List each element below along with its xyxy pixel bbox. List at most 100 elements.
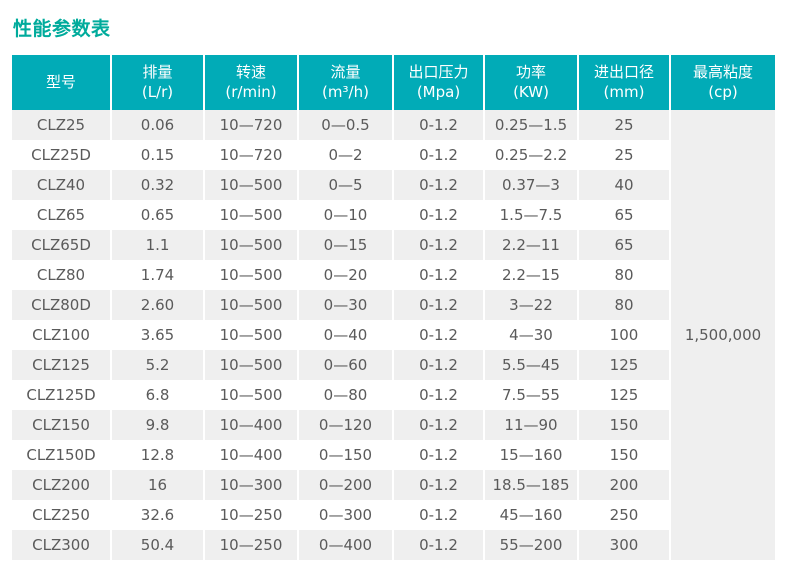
table-body: CLZ25 0.06 10—720 0—0.5 0-1.2 0.25—1.5 25 1,500…	[12, 110, 775, 560]
table-header: 型号 排量 (L/r) 转速 (r/min) 流量 (m³/h) 出口压力 (Mpa) …	[12, 55, 775, 110]
value-cell: 5.5—45	[483, 350, 577, 380]
value-cell: 0-1.2	[392, 380, 483, 410]
value-cell: 25	[577, 140, 669, 170]
value-cell: 0—400	[297, 530, 392, 560]
value-cell: 10—250	[203, 500, 297, 530]
column-label: 排量	[142, 63, 173, 81]
value-cell: 10—720	[203, 140, 297, 170]
value-cell: 15—160	[483, 440, 577, 470]
value-cell: 10—500	[203, 170, 297, 200]
model-cell: CLZ40	[12, 170, 110, 200]
value-cell: 4—30	[483, 320, 577, 350]
table-row: CLZ125 5.2 10—500 0—60 0-1.2 5.5—45 125	[12, 350, 775, 380]
value-cell: 3—22	[483, 290, 577, 320]
column-label: 功率	[515, 63, 546, 81]
column-unit: (Mpa)	[416, 82, 461, 101]
table-row: CLZ65D 1.1 10—500 0—15 0-1.2 2.2—11 65	[12, 230, 775, 260]
value-cell: 1.74	[110, 260, 203, 290]
column-unit: (KW)	[513, 82, 549, 101]
value-cell: 7.5—55	[483, 380, 577, 410]
value-cell: 0—120	[297, 410, 392, 440]
table-row: CLZ300 50.4 10—250 0—400 0-1.2 55—200 300	[12, 530, 775, 560]
value-cell: 100	[577, 320, 669, 350]
value-cell: 0-1.2	[392, 470, 483, 500]
value-cell: 0.65	[110, 200, 203, 230]
value-cell: 0.06	[110, 110, 203, 140]
value-cell: 11—90	[483, 410, 577, 440]
value-cell: 0—10	[297, 200, 392, 230]
model-cell: CLZ65D	[12, 230, 110, 260]
value-cell: 2.2—11	[483, 230, 577, 260]
value-cell: 45—160	[483, 500, 577, 530]
value-cell: 10—400	[203, 440, 297, 470]
model-cell: CLZ65	[12, 200, 110, 230]
value-cell: 3.65	[110, 320, 203, 350]
value-cell: 65	[577, 230, 669, 260]
model-cell: CLZ25D	[12, 140, 110, 170]
value-cell: 0.32	[110, 170, 203, 200]
table-row: CLZ150D 12.8 10—400 0—150 0-1.2 15—160 150	[12, 440, 775, 470]
value-cell: 0—200	[297, 470, 392, 500]
max-viscosity-cell: 1,500,000	[669, 110, 775, 560]
value-cell: 150	[577, 410, 669, 440]
value-cell: 0-1.2	[392, 350, 483, 380]
column-label: 最高粘度	[692, 63, 753, 81]
value-cell: 0—300	[297, 500, 392, 530]
column-label: 转速	[235, 63, 266, 81]
performance-table: 型号 排量 (L/r) 转速 (r/min) 流量 (m³/h) 出口压力 (Mpa) …	[12, 55, 775, 560]
value-cell: 40	[577, 170, 669, 200]
value-cell: 50.4	[110, 530, 203, 560]
column-label: 出口压力	[408, 63, 469, 81]
table-row: CLZ100 3.65 10—500 0—40 0-1.2 4—30 100	[12, 320, 775, 350]
value-cell: 65	[577, 200, 669, 230]
model-cell: CLZ150D	[12, 440, 110, 470]
value-cell: 0—150	[297, 440, 392, 470]
column-header-speed: 转速 (r/min)	[203, 55, 297, 110]
value-cell: 2.2—15	[483, 260, 577, 290]
value-cell: 80	[577, 290, 669, 320]
value-cell: 0-1.2	[392, 440, 483, 470]
value-cell: 0.25—2.2	[483, 140, 577, 170]
value-cell: 16	[110, 470, 203, 500]
value-cell: 10—250	[203, 530, 297, 560]
value-cell: 300	[577, 530, 669, 560]
column-unit: (L/r)	[141, 82, 174, 101]
value-cell: 0—20	[297, 260, 392, 290]
value-cell: 0-1.2	[392, 260, 483, 290]
model-cell: CLZ80D	[12, 290, 110, 320]
value-cell: 10—720	[203, 110, 297, 140]
table-row: CLZ25 0.06 10—720 0—0.5 0-1.2 0.25—1.5 25 1,500…	[12, 110, 775, 560]
value-cell: 18.5—185	[483, 470, 577, 500]
table-row: CLZ200 16 10—300 0—200 0-1.2 18.5—185 200	[12, 470, 775, 500]
value-cell: 0—0.5	[297, 110, 392, 140]
value-cell: 10—500	[203, 320, 297, 350]
value-cell: 5.2	[110, 350, 203, 380]
table-row: CLZ250 32.6 10—250 0—300 0-1.2 45—160 250	[12, 500, 775, 530]
table-row: CLZ80D 2.60 10—500 0—30 0-1.2 3—22 80	[12, 290, 775, 320]
value-cell: 125	[577, 350, 669, 380]
value-cell: 0-1.2	[392, 170, 483, 200]
value-cell: 0-1.2	[392, 290, 483, 320]
value-cell: 1.5—7.5	[483, 200, 577, 230]
value-cell: 0—40	[297, 320, 392, 350]
value-cell: 0—5	[297, 170, 392, 200]
value-cell: 0—60	[297, 350, 392, 380]
value-cell: 250	[577, 500, 669, 530]
table-row: CLZ150 9.8 10—400 0—120 0-1.2 11—90 150	[12, 410, 775, 440]
table-row: CLZ125D 6.8 10—500 0—80 0-1.2 7.5—55 125	[12, 380, 775, 410]
value-cell: 10—500	[203, 290, 297, 320]
model-cell: CLZ250	[12, 500, 110, 530]
value-cell: 25	[577, 110, 669, 140]
value-cell: 80	[577, 260, 669, 290]
column-label: 型号	[45, 72, 76, 91]
column-header-flow: 流量 (m³/h)	[297, 55, 392, 110]
value-cell: 10—500	[203, 350, 297, 380]
value-cell: 0—30	[297, 290, 392, 320]
value-cell: 0-1.2	[392, 530, 483, 560]
value-cell: 55—200	[483, 530, 577, 560]
value-cell: 10—500	[203, 380, 297, 410]
column-label: 流量	[330, 63, 361, 81]
value-cell: 0.15	[110, 140, 203, 170]
value-cell: 0-1.2	[392, 320, 483, 350]
